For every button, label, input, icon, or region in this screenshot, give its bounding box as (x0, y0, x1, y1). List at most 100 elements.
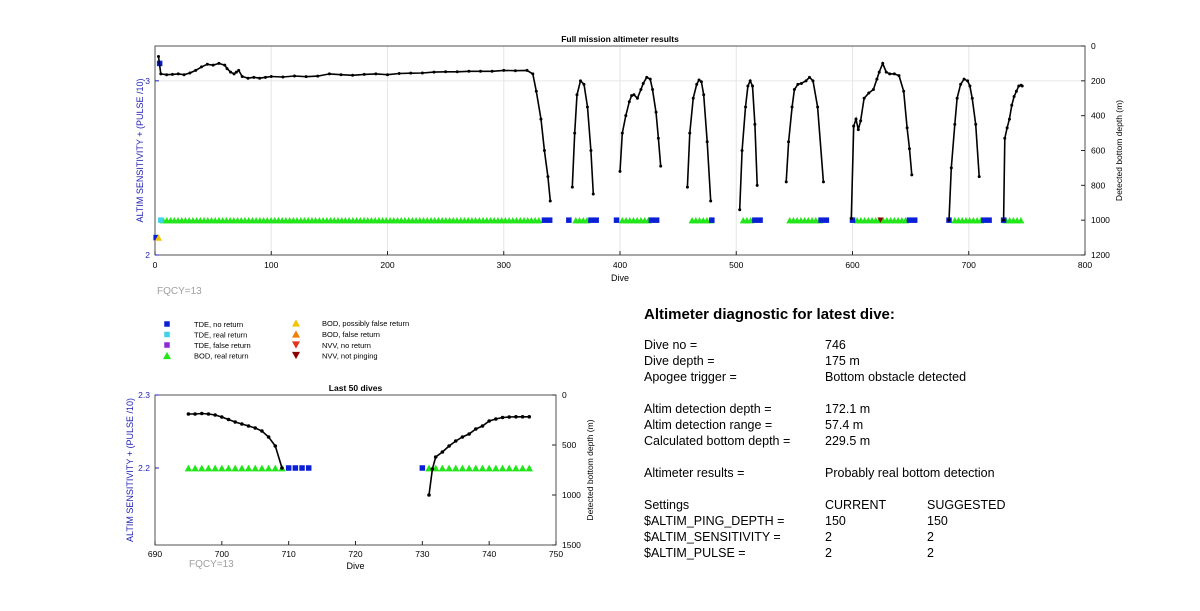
depth-point (217, 61, 221, 65)
bod-real-return-marker (465, 464, 473, 472)
legend-marker (292, 319, 300, 327)
settings-row: $ALTIM_PULSE = 2 2 (644, 545, 1164, 561)
depth-point (339, 73, 343, 77)
depth-point (875, 77, 879, 81)
bod-real-return-marker (238, 464, 246, 472)
legend-marker (292, 330, 300, 338)
depth-point (947, 218, 951, 222)
depth-point (200, 65, 203, 69)
depth-point (260, 429, 264, 433)
depth-series-line (571, 79, 595, 195)
depth-point (862, 96, 866, 100)
depth-point (263, 75, 267, 79)
depth-point (194, 68, 198, 72)
depth-point (229, 70, 233, 74)
bod-real-return-marker (518, 464, 527, 472)
x-tick-label: 200 (380, 260, 394, 270)
bod-real-return-marker (224, 464, 233, 472)
bod-real-return-marker (1017, 217, 1025, 224)
bod-real-return-marker (204, 464, 213, 472)
settings-header-label: Settings (644, 498, 690, 512)
depth-point (186, 412, 191, 416)
depth-point (258, 76, 262, 80)
bod-real-return-marker (438, 464, 447, 472)
tde-no-return-marker (653, 217, 660, 223)
depth-point (811, 79, 815, 83)
depth-point (170, 72, 174, 76)
depth-point (624, 114, 628, 118)
depth-point (453, 439, 458, 443)
y-axis-label: ALTIM SENSITIVITY + (PULSE /10) (125, 398, 135, 542)
x-tick-label: 800 (1078, 260, 1092, 270)
diagnostic-row: Altim detection depth = 172.1 m (644, 401, 1164, 417)
y2-tick-label: 400 (1091, 111, 1105, 121)
legend-label: TDE, real return (194, 331, 247, 340)
bod-real-return-marker (525, 464, 534, 472)
altimeter-results-label: Altimeter results = (644, 466, 745, 480)
dive-no-label: Dive no = (644, 338, 698, 352)
x-tick-label: 690 (148, 549, 162, 559)
diagnostic-row: Altimeter results = Probably real bottom… (644, 465, 1164, 481)
depth-point (316, 74, 320, 78)
depth-point (699, 80, 703, 84)
depth-point (1007, 117, 1011, 121)
pulse-suggested: 2 (927, 546, 934, 560)
depth-point (573, 131, 577, 135)
depth-point (955, 96, 959, 100)
fqcy-annotation: FQCY=13 (189, 559, 234, 570)
depth-point (293, 74, 296, 78)
depth-point (888, 72, 892, 76)
depth-point (578, 79, 582, 83)
legend-label: TDE, false return (194, 341, 251, 350)
legend-marker (163, 351, 171, 360)
y2-tick-label: 1500 (562, 540, 581, 550)
depth-point (591, 192, 595, 196)
chart-title: Last 50 dives (329, 383, 383, 393)
legend-marker (164, 321, 170, 327)
depth-point (740, 149, 744, 152)
depth-point (1005, 126, 1009, 130)
depth-point (474, 427, 478, 431)
depth-point (589, 149, 593, 152)
depth-series-line (948, 78, 980, 221)
tde-no-return-marker (709, 217, 715, 223)
depth-point (790, 105, 794, 109)
depth-series-line (850, 61, 913, 219)
depth-point (409, 71, 413, 75)
x-tick-label: 730 (415, 549, 429, 559)
depth-point (246, 76, 250, 80)
tde-no-return-marker (986, 217, 992, 223)
depth-point (420, 71, 424, 75)
sensitivity-current: 2 (825, 530, 832, 544)
depth-point (527, 415, 532, 419)
settings-header-current: CURRENT (825, 498, 887, 512)
tde-no-return-marker (292, 465, 299, 471)
tde-no-return-marker (906, 217, 913, 223)
depth-point (246, 424, 251, 428)
depth-point (548, 199, 552, 203)
tde-no-return-marker (849, 217, 856, 223)
depth-point (1003, 136, 1007, 140)
bod-real-return-marker (258, 464, 266, 472)
y-axis-label: ALTIM SENSITIVITY + (PULSE /10) (135, 79, 145, 223)
settings-header-suggested: SUGGESTED (927, 498, 1006, 512)
tde-no-return-marker (305, 465, 312, 471)
depth-point (430, 467, 435, 471)
depth-point (176, 72, 180, 76)
tde-no-return-marker (818, 217, 824, 223)
depth-point (467, 69, 471, 73)
y2-tick-label: 1000 (562, 490, 581, 500)
depth-point (630, 94, 634, 98)
pulse-current: 2 (825, 546, 832, 560)
legend-marker (164, 342, 170, 348)
depth-point (211, 63, 215, 67)
tde-no-return-marker (419, 465, 426, 471)
x-tick-label: 400 (613, 260, 627, 270)
bod-real-return-marker (485, 464, 493, 472)
y2-tick-label: 500 (562, 440, 576, 450)
x-tick-label: 700 (962, 260, 976, 270)
depth-point (542, 149, 546, 152)
depth-point (460, 435, 465, 439)
depth-point (792, 88, 796, 92)
